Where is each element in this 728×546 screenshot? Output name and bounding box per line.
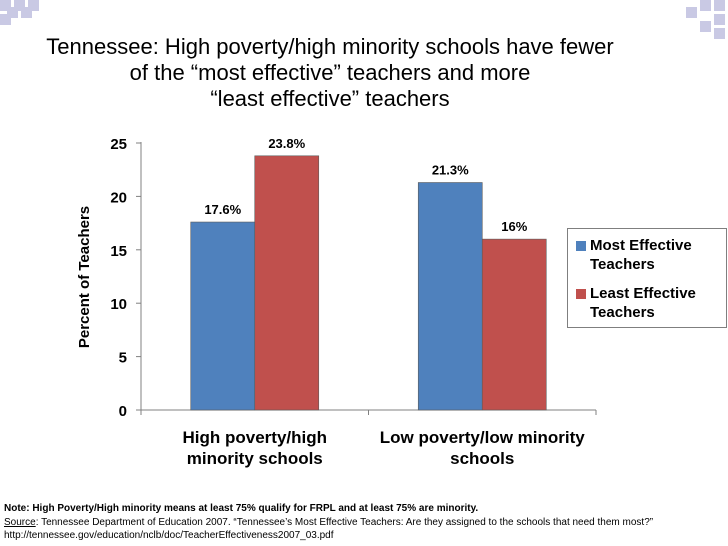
footnote: Note: High Poverty/High minority means a… <box>4 502 726 543</box>
legend-swatch-least-effective <box>576 289 586 299</box>
y-axis-label: Percent of Teachers <box>76 206 93 348</box>
source-text: : Tennessee Department of Education 2007… <box>4 516 654 542</box>
corner-square <box>14 0 25 11</box>
corner-square <box>28 0 39 11</box>
data-label: 17.6% <box>204 202 241 217</box>
corner-square <box>700 21 711 32</box>
chart-legend: Most Effective Teachers Least Effective … <box>567 228 727 328</box>
y-tick-label: 0 <box>119 403 127 420</box>
y-tick-label: 15 <box>110 243 127 260</box>
y-tick-label: 25 <box>110 136 127 153</box>
corner-square <box>714 28 725 39</box>
corner-squares-top-left <box>0 0 39 25</box>
title-line-2: of the “most effective” teachers and mor… <box>129 60 531 85</box>
footnote-source: Source: Tennessee Department of Educatio… <box>4 516 726 543</box>
legend-item-least-effective: Least Effective Teachers <box>576 284 726 322</box>
y-tick-label: 10 <box>110 296 127 313</box>
corner-squares-top-right <box>686 0 725 39</box>
legend-item-most-effective: Most Effective Teachers <box>576 236 726 274</box>
data-label: 21.3% <box>432 163 469 178</box>
bar <box>481 238 547 411</box>
corner-square <box>21 7 32 18</box>
chart-bars <box>190 155 547 411</box>
category-label: Low poverty/low minority schools <box>380 428 586 468</box>
corner-square <box>0 0 11 11</box>
category-label: High poverty/high minority schools <box>183 428 328 468</box>
corner-square <box>714 0 725 11</box>
legend-label-most-effective: Most Effective Teachers <box>590 237 692 273</box>
bar <box>417 182 483 411</box>
footnote-note: Note: High Poverty/High minority means a… <box>4 503 479 514</box>
title-line-3: “least effective” teachers <box>210 86 450 111</box>
corner-square <box>714 14 725 25</box>
title-line-1: Tennessee: High poverty/high minority sc… <box>46 34 614 59</box>
bar <box>254 155 320 411</box>
source-label: Source <box>4 516 36 528</box>
corner-square <box>0 14 11 25</box>
y-axis-ticks: 0 5 10 15 20 25 <box>110 136 141 420</box>
category-labels: High poverty/high minority schools Low pov… <box>183 428 586 468</box>
data-label: 16% <box>501 219 527 234</box>
data-label: 23.8% <box>268 136 305 151</box>
corner-square <box>686 7 697 18</box>
y-tick-label: 5 <box>119 350 127 367</box>
y-tick-label: 20 <box>110 189 127 206</box>
corner-square <box>700 0 711 11</box>
corner-square <box>7 7 18 18</box>
slide-title: Tennessee: High poverty/high minority sc… <box>0 34 660 112</box>
legend-label-least-effective: Least Effective Teachers <box>590 285 696 321</box>
data-labels: 17.6% 21.3% 23.8% 16% <box>204 136 527 234</box>
bar <box>190 221 256 411</box>
legend-swatch-most-effective <box>576 241 586 251</box>
